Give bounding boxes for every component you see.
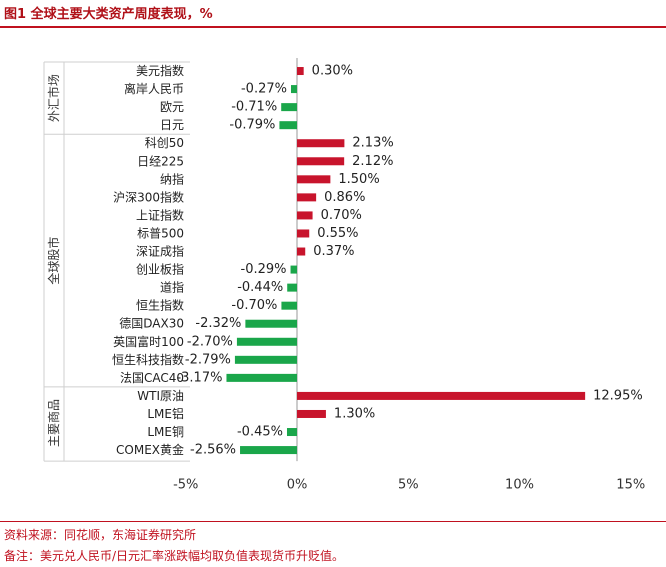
bar-4 bbox=[279, 121, 297, 130]
value-label-3: -0.71% bbox=[231, 100, 277, 115]
category-label-22: COMEX黄金 bbox=[116, 442, 184, 457]
value-label-11: 0.37% bbox=[313, 244, 354, 259]
value-label-1: 0.30% bbox=[312, 64, 353, 79]
value-label-5: 2.13% bbox=[352, 136, 393, 151]
bar-10 bbox=[297, 229, 310, 238]
bar-19 bbox=[297, 391, 586, 400]
category-label-3: 欧元 bbox=[160, 100, 184, 114]
bar-21 bbox=[286, 428, 297, 437]
category-label-21: LME铜 bbox=[147, 424, 184, 439]
category-label-16: 英国富时100 bbox=[113, 334, 184, 349]
value-label-18: -3.17% bbox=[176, 370, 222, 385]
value-label-6: 2.12% bbox=[352, 154, 393, 169]
bar-6 bbox=[297, 157, 345, 166]
bar-17 bbox=[234, 355, 297, 364]
bar-16 bbox=[236, 337, 297, 346]
category-label-11: 深证成指 bbox=[136, 244, 184, 259]
category-label-15: 德国DAX30 bbox=[119, 316, 184, 331]
source-note: 资料来源：同花顺，东海证券研究所 bbox=[4, 528, 197, 542]
x-tick-label-5: 15% bbox=[616, 478, 645, 493]
category-label-7: 纳指 bbox=[160, 171, 184, 186]
bar-9 bbox=[297, 211, 313, 220]
value-label-20: 1.30% bbox=[334, 406, 375, 421]
category-label-1: 美元指数 bbox=[136, 63, 184, 78]
bar-5 bbox=[297, 139, 345, 148]
group-label-1: 外汇市场 bbox=[46, 74, 61, 122]
value-label-7: 1.50% bbox=[338, 172, 379, 187]
footer-divider bbox=[0, 521, 666, 522]
category-label-14: 恒生指数 bbox=[136, 298, 184, 313]
value-label-15: -2.32% bbox=[195, 316, 241, 331]
category-label-17: 恒生科技指数 bbox=[112, 352, 184, 367]
bar-13 bbox=[287, 283, 297, 292]
value-label-12: -0.29% bbox=[241, 262, 287, 277]
group-label-3: 主要商品 bbox=[46, 399, 61, 447]
bar-22 bbox=[240, 446, 297, 455]
remark-note: 备注：美元兑人民币/日元汇率涨跌幅均取负值表现货币升贬值。 bbox=[4, 549, 345, 563]
value-label-16: -2.70% bbox=[187, 334, 233, 349]
category-label-2: 离岸人民币 bbox=[124, 81, 184, 96]
chart-area: 外汇市场全球股市主要商品 美元指数 0.30% 离岸人民币 -0.27% 欧元 -0.71%… bbox=[0, 30, 666, 522]
group-label-2: 全球股市 bbox=[46, 237, 61, 285]
bar-3 bbox=[281, 103, 297, 112]
bar-1 bbox=[297, 67, 304, 76]
x-tick-label-4: 10% bbox=[505, 478, 534, 493]
value-label-13: -0.44% bbox=[237, 280, 283, 295]
category-label-5: 科创50 bbox=[145, 136, 184, 150]
bar-11 bbox=[297, 247, 306, 256]
chart-title: 图1 全球主要大类资产周度表现，% bbox=[4, 7, 213, 22]
bar-2 bbox=[290, 85, 297, 94]
x-tick-label-2: 0% bbox=[287, 478, 308, 493]
category-label-19: WTI原油 bbox=[137, 389, 184, 403]
category-label-10: 标普500 bbox=[137, 226, 184, 240]
bar-14 bbox=[281, 301, 297, 310]
value-label-4: -0.79% bbox=[229, 118, 275, 133]
value-label-2: -0.27% bbox=[241, 82, 287, 97]
category-label-8: 沪深300指数 bbox=[113, 189, 184, 204]
value-label-9: 0.70% bbox=[321, 208, 362, 223]
category-label-9: 上证指数 bbox=[136, 207, 184, 222]
category-label-13: 道指 bbox=[160, 280, 184, 295]
value-label-10: 0.55% bbox=[317, 226, 358, 241]
bar-15 bbox=[245, 319, 297, 328]
value-label-22: -2.56% bbox=[190, 443, 236, 458]
x-tick-label-1: -5% bbox=[173, 478, 198, 493]
title-divider bbox=[0, 26, 666, 28]
category-label-12: 创业板指 bbox=[136, 262, 184, 277]
value-label-19: 12.95% bbox=[593, 388, 643, 403]
bar-18 bbox=[226, 373, 297, 382]
value-label-14: -0.70% bbox=[231, 298, 277, 313]
category-label-4: 日元 bbox=[160, 118, 184, 132]
category-label-18: 法国CAC40 bbox=[120, 371, 184, 385]
bar-8 bbox=[297, 193, 317, 202]
bar-20 bbox=[297, 409, 326, 418]
value-label-21: -0.45% bbox=[237, 425, 283, 440]
bar-12 bbox=[290, 265, 297, 274]
bar-7 bbox=[297, 175, 331, 184]
category-label-6: 日经225 bbox=[137, 154, 184, 168]
value-label-17: -2.79% bbox=[185, 352, 231, 367]
x-tick-label-3: 5% bbox=[398, 478, 419, 493]
value-label-8: 0.86% bbox=[324, 190, 365, 205]
category-label-20: LME铝 bbox=[147, 406, 184, 421]
